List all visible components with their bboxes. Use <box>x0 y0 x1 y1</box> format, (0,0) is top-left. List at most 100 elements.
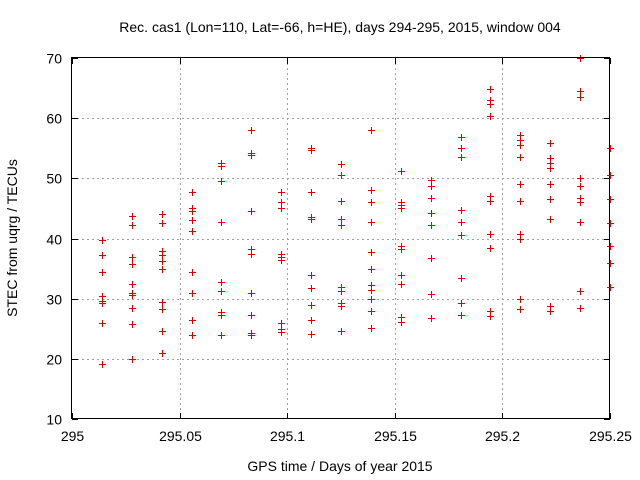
data-point <box>338 172 345 179</box>
grid-lines <box>72 58 610 419</box>
data-point <box>308 189 315 196</box>
data-point <box>129 356 136 363</box>
data-point <box>129 292 136 299</box>
data-point <box>278 205 285 212</box>
data-point <box>368 219 375 226</box>
data-point <box>218 312 225 319</box>
data-point <box>218 178 225 185</box>
data-point <box>428 291 435 298</box>
data-points <box>99 55 614 368</box>
data-point <box>129 321 136 328</box>
y-tick-label: 70 <box>46 51 62 67</box>
data-point <box>278 199 285 206</box>
data-point <box>517 198 524 205</box>
x-tick-label: 295.2 <box>485 428 520 444</box>
data-point <box>189 208 196 215</box>
data-point <box>577 55 584 62</box>
data-point <box>159 350 166 357</box>
data-point <box>338 198 345 205</box>
data-point <box>577 199 584 206</box>
data-point <box>189 217 196 224</box>
data-point <box>577 305 584 312</box>
data-point <box>547 196 554 203</box>
data-point <box>368 187 375 194</box>
data-point <box>368 199 375 206</box>
data-point <box>487 101 494 108</box>
data-point <box>99 252 106 259</box>
data-point <box>458 312 465 319</box>
data-point <box>159 306 166 313</box>
data-point <box>607 243 614 250</box>
data-point <box>607 220 614 227</box>
data-point <box>577 219 584 226</box>
data-point <box>547 140 554 147</box>
data-point <box>398 319 405 326</box>
data-point <box>99 237 106 244</box>
data-point <box>189 228 196 235</box>
data-point <box>338 303 345 310</box>
x-tick-label: 295.15 <box>374 428 417 444</box>
data-point <box>159 252 166 259</box>
data-point <box>218 219 225 226</box>
data-point <box>547 165 554 172</box>
data-point <box>159 211 166 218</box>
plot-frame <box>71 57 610 419</box>
y-tick-labels: 10 20 30 40 50 60 70 <box>46 51 62 428</box>
data-point <box>577 88 584 95</box>
data-point <box>338 161 345 168</box>
data-point <box>487 245 494 252</box>
x-tick-label: 295 <box>61 428 85 444</box>
data-point <box>487 231 494 238</box>
data-point <box>218 332 225 339</box>
data-point <box>428 183 435 190</box>
data-point <box>308 302 315 309</box>
data-point <box>607 284 614 291</box>
y-tick-label: 50 <box>46 171 62 187</box>
data-point <box>458 145 465 152</box>
data-point <box>607 172 614 179</box>
y-tick-label: 60 <box>46 111 62 127</box>
data-point <box>248 127 255 134</box>
data-point <box>458 300 465 307</box>
data-point <box>248 251 255 258</box>
data-point <box>458 275 465 282</box>
y-tick-label: 10 <box>46 412 62 428</box>
data-point <box>278 320 285 327</box>
data-point <box>458 232 465 239</box>
data-point <box>398 205 405 212</box>
y-tick-label: 40 <box>46 232 62 248</box>
data-point <box>487 198 494 205</box>
data-point <box>487 313 494 320</box>
data-point <box>308 285 315 292</box>
data-point <box>99 320 106 327</box>
data-point <box>338 216 345 223</box>
data-point <box>458 154 465 161</box>
data-point <box>338 288 345 295</box>
data-point <box>368 287 375 294</box>
data-point <box>368 308 375 315</box>
y-tick-label: 30 <box>46 292 62 308</box>
data-point <box>607 145 614 152</box>
data-point <box>159 266 166 273</box>
data-point <box>129 213 136 220</box>
data-point <box>159 299 166 306</box>
data-point <box>487 113 494 120</box>
data-point <box>278 189 285 196</box>
data-point <box>517 296 524 303</box>
data-point <box>189 189 196 196</box>
data-point <box>248 332 255 339</box>
data-point <box>517 181 524 188</box>
x-tick-label: 295.05 <box>159 428 202 444</box>
data-point <box>129 305 136 312</box>
data-point <box>338 328 345 335</box>
data-point <box>458 134 465 141</box>
data-point <box>428 210 435 217</box>
data-point <box>129 281 136 288</box>
data-point <box>338 222 345 229</box>
y-tick-label: 20 <box>46 352 62 368</box>
x-tick-labels: 295 295.05 295.1 295.15 295.2 295.25 <box>61 428 632 444</box>
x-tick-label: 295.1 <box>270 428 305 444</box>
data-point <box>458 219 465 226</box>
data-point <box>487 86 494 93</box>
data-point <box>517 306 524 313</box>
